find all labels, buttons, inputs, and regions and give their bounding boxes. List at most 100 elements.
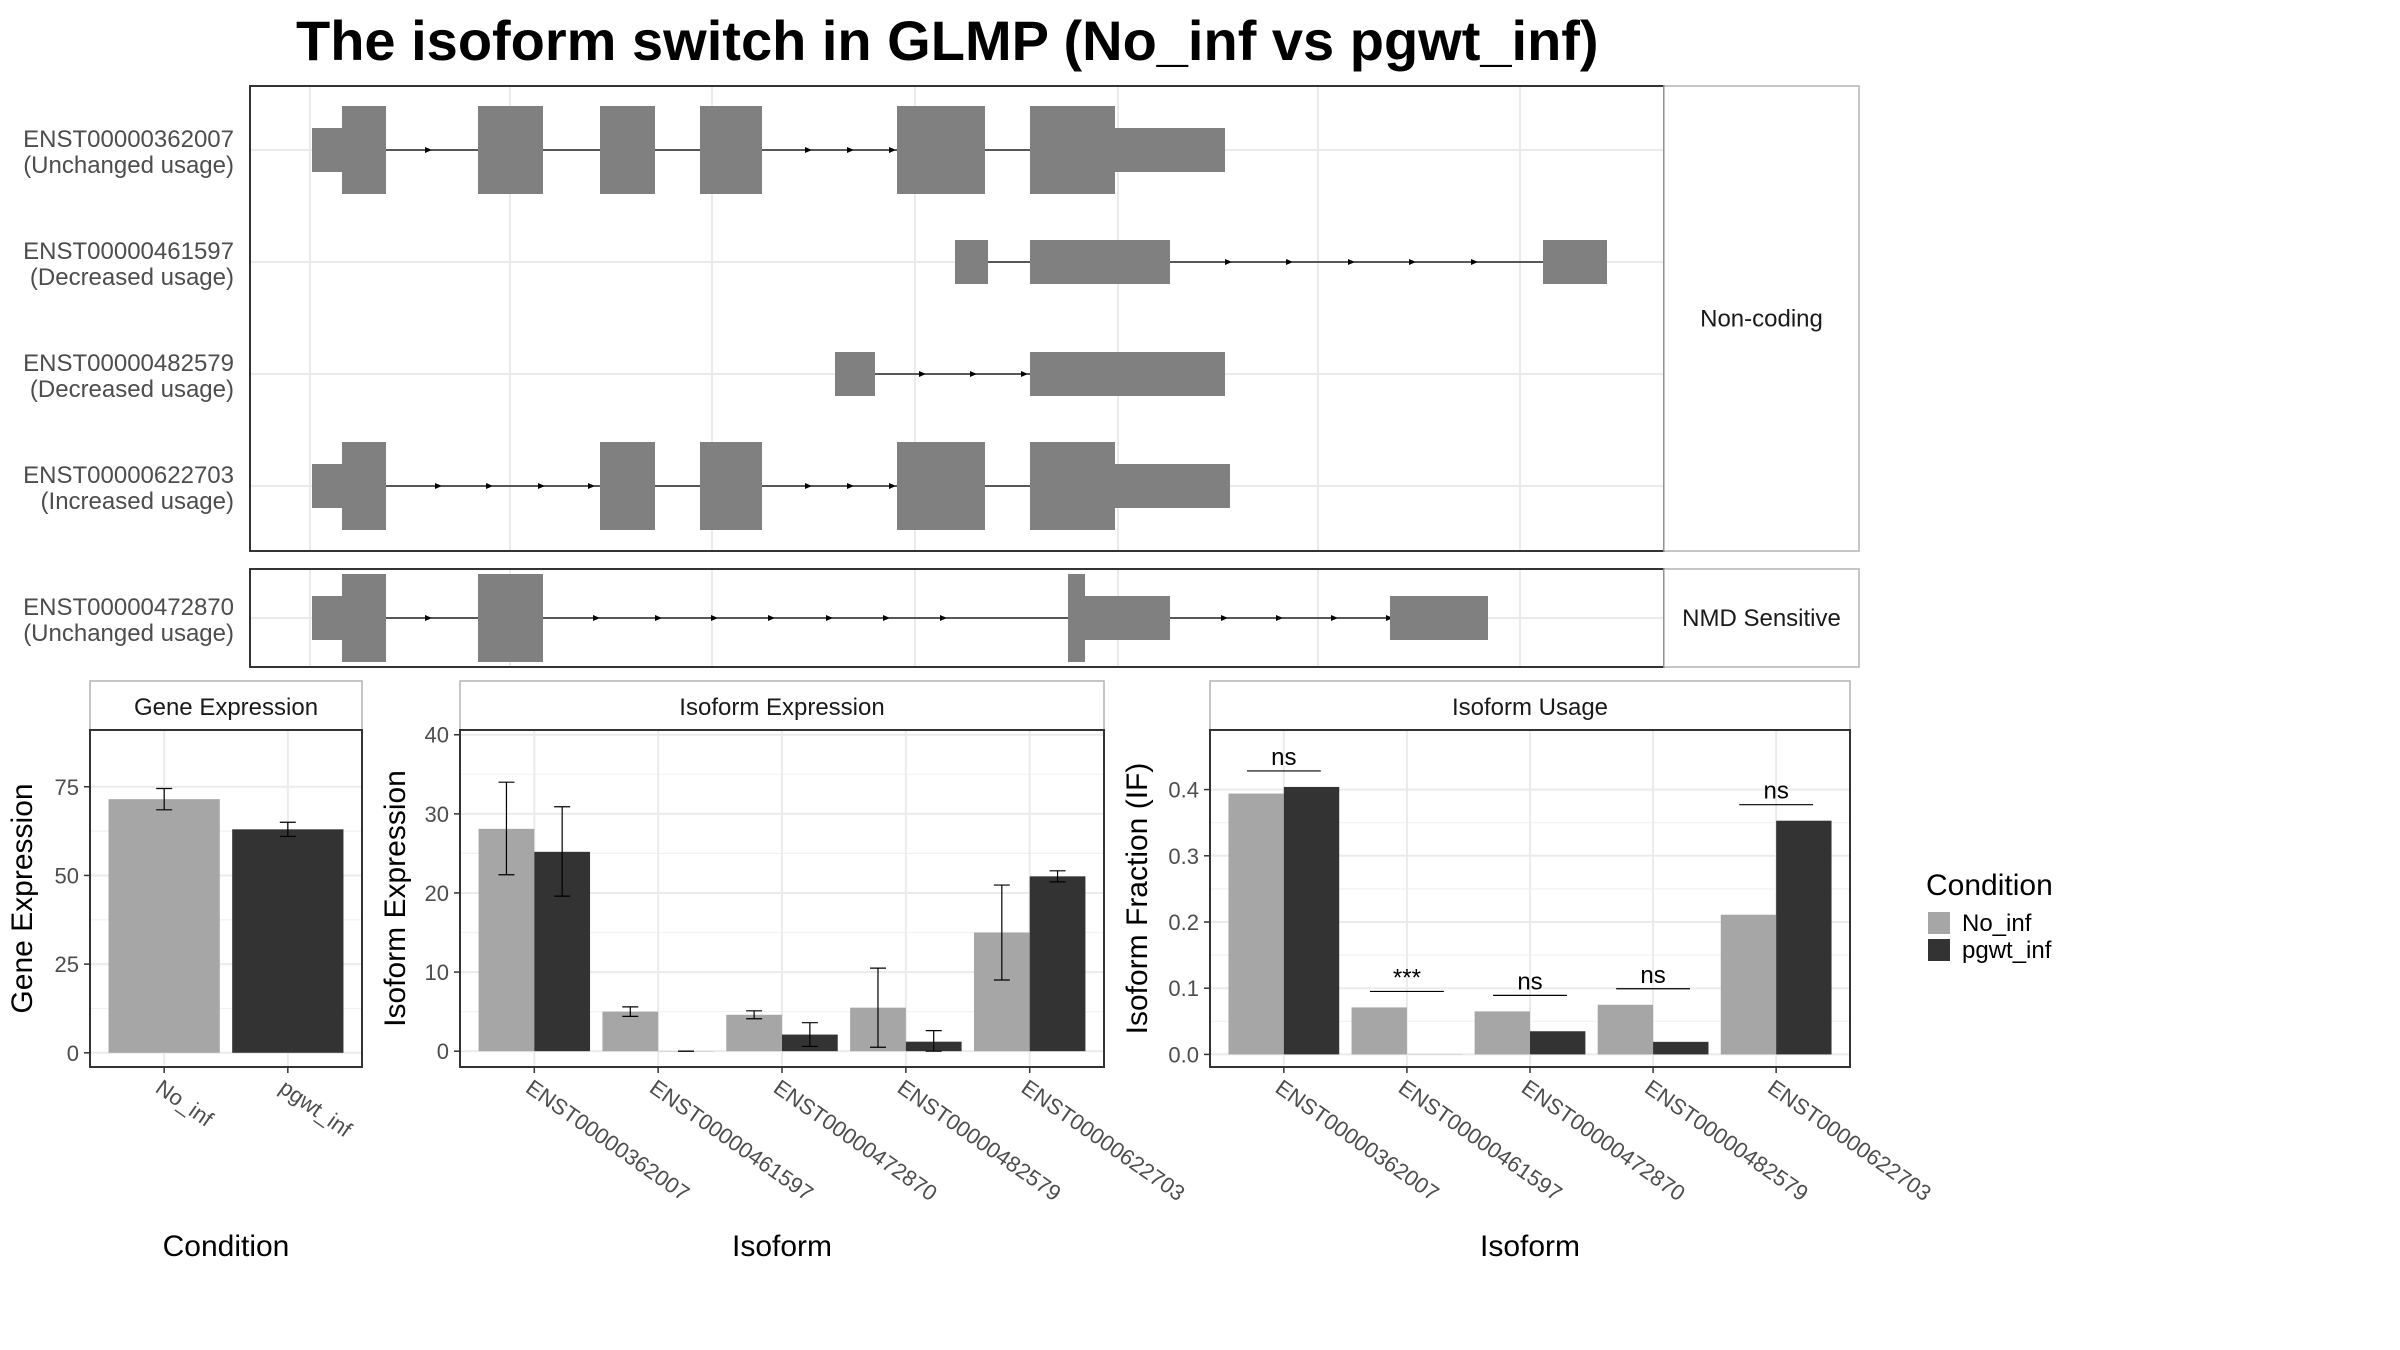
exon-block (342, 106, 386, 194)
exon-block (312, 596, 342, 640)
y-axis-title: Isoform Expression (379, 770, 412, 1027)
legend-label: No_inf (1962, 910, 2032, 937)
intron-arrow (768, 615, 775, 621)
intron-arrow (1276, 615, 1283, 621)
bar (1597, 1004, 1654, 1055)
intron-arrow (940, 615, 947, 621)
intron-arrow (425, 147, 432, 153)
intron-arrow (588, 483, 595, 489)
facet-strip-label: Isoform Usage (1452, 694, 1608, 721)
y-tick-label: 40 (425, 723, 449, 748)
intron-arrow (805, 147, 812, 153)
y-tick-label: 0.0 (1168, 1042, 1199, 1067)
exon-block (1030, 240, 1170, 284)
bar (1776, 820, 1832, 1055)
bar (1029, 876, 1086, 1052)
intron-arrow (425, 615, 432, 621)
bar (1720, 914, 1777, 1055)
exon-block (1030, 106, 1115, 194)
y-tick-label: 0 (437, 1039, 449, 1064)
y-tick-label: 20 (425, 881, 449, 906)
significance-label: ns (1517, 968, 1542, 995)
structure-strip-label: Non-coding (1700, 306, 1823, 333)
x-tick-label: No_inf (151, 1075, 218, 1132)
bar (1228, 793, 1284, 1055)
transcript-id-label: ENST00000461597 (23, 238, 234, 265)
bar (726, 1014, 782, 1052)
intron-arrow (919, 371, 926, 377)
intron-arrow (486, 483, 493, 489)
exon-block (342, 442, 386, 530)
intron-arrow (593, 615, 600, 621)
exon-block (600, 106, 655, 194)
intron-arrow (538, 483, 545, 489)
intron-arrow (1021, 371, 1028, 377)
facet-strip-label: Isoform Expression (679, 694, 884, 721)
intron-arrow (1286, 259, 1293, 265)
exon-block (700, 442, 762, 530)
intron-arrow (889, 147, 896, 153)
transcript-id-label: ENST00000472870 (23, 594, 234, 621)
intron-arrow (826, 615, 833, 621)
y-tick-label: 75 (55, 775, 79, 800)
y-tick-label: 0.1 (1168, 976, 1199, 1001)
bar (1530, 1031, 1586, 1055)
y-tick-label: 0.2 (1168, 910, 1199, 935)
facet-strip (89, 680, 363, 731)
y-tick-label: 25 (55, 952, 79, 977)
intron-arrow (711, 615, 718, 621)
intron-arrow (1221, 615, 1228, 621)
y-tick-label: 0 (67, 1041, 79, 1066)
bar (1283, 786, 1340, 1055)
facet-strip (1209, 680, 1851, 731)
intron-arrow (847, 483, 854, 489)
bar (108, 799, 220, 1053)
bar (602, 1011, 659, 1052)
intron-arrow (1471, 259, 1478, 265)
x-tick-label: pgwt_inf (275, 1075, 357, 1143)
exon-block (1543, 240, 1607, 284)
panel-border (89, 729, 363, 1068)
intron-arrow (1409, 259, 1416, 265)
exon-block (700, 106, 762, 194)
exon-block (1115, 128, 1225, 172)
gene-expression-panel: Gene Expression 0 25 50 75 No_inf pgwt_inf Cond… (6, 680, 363, 1263)
y-tick-label: 50 (55, 863, 79, 888)
intron-arrow (435, 483, 442, 489)
intron-arrow (1386, 615, 1393, 621)
facet-strip-label: Gene Expression (134, 694, 318, 721)
exon-block (312, 128, 342, 172)
exon-block (1390, 596, 1488, 640)
figure-title: The isoform switch in GLMP (No_inf vs pg… (296, 9, 1599, 72)
intron-arrow (847, 147, 854, 153)
structure-strip (1663, 568, 1860, 668)
significance-label: *** (1393, 964, 1421, 991)
exon-block (897, 442, 985, 530)
legend-swatch (1928, 939, 1950, 961)
transcript-id-label: ENST00000622703 (23, 462, 234, 489)
x-axis-title: Isoform (1480, 1230, 1580, 1263)
transcript-usage-label: (Increased usage) (41, 488, 234, 515)
intron-arrow (889, 483, 896, 489)
intron-arrow (1225, 259, 1232, 265)
exon-block (835, 352, 875, 396)
transcript-usage-label: (Unchanged usage) (23, 620, 234, 647)
exon-block (1115, 464, 1230, 508)
exon-block (1030, 442, 1115, 530)
y-tick-label: 10 (425, 960, 449, 985)
intron-arrow (883, 615, 890, 621)
exon-block (1068, 574, 1085, 662)
facet-strip (459, 680, 1105, 731)
transcript-id-label: ENST00000482579 (23, 350, 234, 377)
structure-strip (1663, 85, 1860, 552)
exon-block (478, 106, 543, 194)
intron-arrow (970, 371, 977, 377)
legend-swatch (1928, 912, 1950, 934)
exon-block (897, 106, 985, 194)
exon-block (478, 574, 543, 662)
bar (1351, 1007, 1407, 1055)
